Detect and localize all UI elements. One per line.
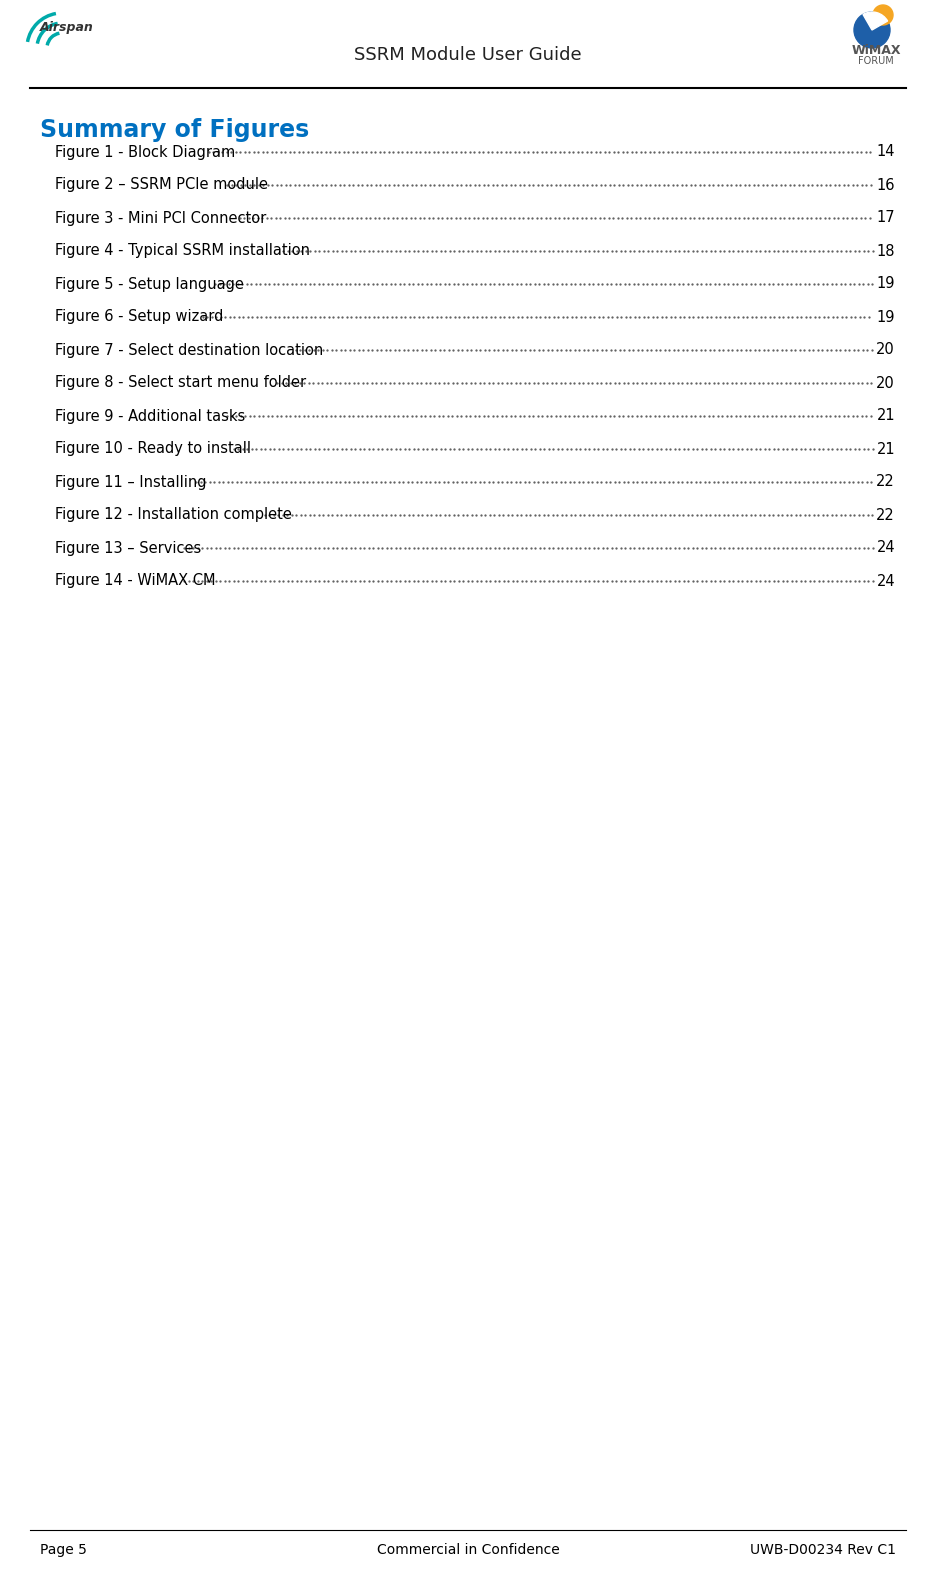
Text: Figure 10 - Ready to install: Figure 10 - Ready to install	[55, 441, 251, 457]
Text: 22: 22	[876, 507, 895, 522]
Text: Figure 1 - Block Diagram: Figure 1 - Block Diagram	[55, 144, 235, 160]
Text: 20: 20	[876, 342, 895, 358]
Text: Page 5: Page 5	[40, 1542, 87, 1556]
Text: 22: 22	[876, 474, 895, 490]
Text: Figure 9 - Additional tasks: Figure 9 - Additional tasks	[55, 408, 245, 424]
Circle shape	[854, 13, 890, 49]
Text: 17: 17	[876, 210, 895, 226]
Text: 19: 19	[876, 276, 895, 292]
Text: 18: 18	[876, 243, 895, 259]
Text: SSRM Module User Guide: SSRM Module User Guide	[354, 46, 582, 64]
Text: Summary of Figures: Summary of Figures	[40, 118, 309, 143]
Text: 21: 21	[876, 441, 895, 457]
Text: 21: 21	[876, 408, 895, 424]
Text: Figure 11 – Installing: Figure 11 – Installing	[55, 474, 207, 490]
Text: 14: 14	[876, 144, 895, 160]
Text: Figure 8 - Select start menu folder: Figure 8 - Select start menu folder	[55, 375, 306, 391]
Text: Commercial in Confidence: Commercial in Confidence	[376, 1542, 560, 1556]
Text: WiMAX: WiMAX	[851, 44, 900, 56]
Text: Figure 13 – Services: Figure 13 – Services	[55, 540, 201, 555]
Text: 24: 24	[876, 574, 895, 588]
Text: 20: 20	[876, 375, 895, 391]
Text: Figure 2 – SSRM PCIe module: Figure 2 – SSRM PCIe module	[55, 177, 268, 193]
Text: Airspan: Airspan	[40, 22, 94, 35]
Text: 19: 19	[876, 309, 895, 325]
Text: Figure 12 - Installation complete: Figure 12 - Installation complete	[55, 507, 292, 522]
Wedge shape	[863, 13, 887, 30]
Text: Figure 14 - WiMAX CM: Figure 14 - WiMAX CM	[55, 574, 215, 588]
Text: Figure 5 - Setup language: Figure 5 - Setup language	[55, 276, 244, 292]
Text: Figure 4 - Typical SSRM installation: Figure 4 - Typical SSRM installation	[55, 243, 310, 259]
Text: Figure 7 - Select destination location: Figure 7 - Select destination location	[55, 342, 323, 358]
Text: UWB-D00234 Rev C1: UWB-D00234 Rev C1	[750, 1542, 896, 1556]
Text: FORUM: FORUM	[858, 56, 894, 66]
Circle shape	[873, 5, 893, 25]
Text: Figure 6 - Setup wizard: Figure 6 - Setup wizard	[55, 309, 224, 325]
Text: 16: 16	[876, 177, 895, 193]
Text: Figure 3 - Mini PCI Connector: Figure 3 - Mini PCI Connector	[55, 210, 266, 226]
Text: 24: 24	[876, 540, 895, 555]
